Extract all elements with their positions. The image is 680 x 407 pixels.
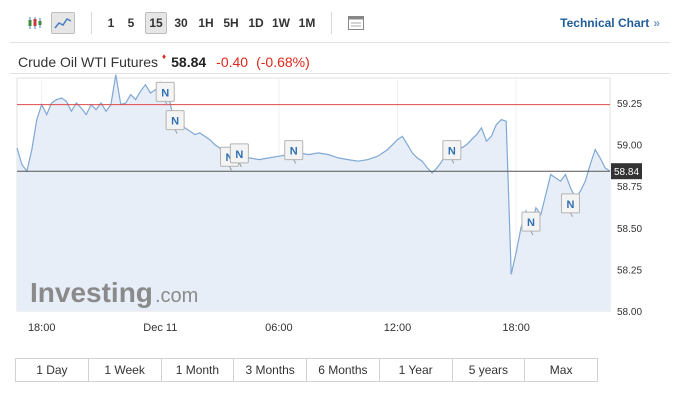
range-1-month[interactable]: 1 Month xyxy=(162,359,235,381)
toolbar-divider xyxy=(331,12,332,34)
interval-5h[interactable]: 5H xyxy=(223,16,239,30)
x-tick-label: 18:00 xyxy=(28,322,56,334)
range-1-year[interactable]: 1 Year xyxy=(380,359,453,381)
y-tick-label: 58.00 xyxy=(617,307,642,318)
y-tick-label: 59.25 xyxy=(617,99,642,110)
news-marker-label: N xyxy=(448,146,456,158)
interval-1m[interactable]: 1M xyxy=(298,16,316,30)
time-range-selector: 1 Day 1 Week 1 Month 3 Months 6 Months 1… xyxy=(15,358,598,382)
news-marker-label: N xyxy=(226,152,234,164)
technical-chart-label: Technical Chart xyxy=(560,16,650,30)
range-1-week[interactable]: 1 Week xyxy=(89,359,162,381)
candlestick-icon[interactable] xyxy=(26,12,44,34)
toolbar-divider-line xyxy=(10,42,670,43)
news-marker[interactable]: N xyxy=(229,143,249,168)
news-marker-label: N xyxy=(566,199,574,211)
x-tick-label: Dec 11 xyxy=(143,322,177,334)
price-change-percent: (-0.68%) xyxy=(256,53,310,70)
current-price-tag xyxy=(611,163,642,180)
y-tick-label: 58.75 xyxy=(617,182,642,193)
y-tick-label: 58.50 xyxy=(617,224,642,235)
y-tick-label: 59.00 xyxy=(617,141,642,152)
interval-1w[interactable]: 1W xyxy=(272,16,290,30)
instrument-name: Crude Oil WTI Futures xyxy=(18,53,159,70)
interval-30[interactable]: 30 xyxy=(174,16,188,30)
investing-logo: Investing .com xyxy=(30,277,198,308)
chevron-right-icon: » xyxy=(653,16,660,30)
news-marker[interactable]: N xyxy=(165,110,185,134)
news-marker-label: N xyxy=(171,116,179,128)
calendar-icon[interactable] xyxy=(345,12,367,34)
news-marker[interactable]: N xyxy=(442,140,462,164)
interval-15[interactable]: 15 xyxy=(145,12,167,34)
news-marker-label: N xyxy=(235,149,243,161)
range-1-day[interactable]: 1 Day xyxy=(16,359,89,381)
news-marker-label: N xyxy=(527,217,535,229)
range-5-years[interactable]: 5 years xyxy=(453,359,526,381)
news-marker-label: N xyxy=(290,146,298,158)
toolbar-divider xyxy=(91,12,92,34)
news-marker[interactable]: N xyxy=(560,193,580,218)
news-marker[interactable]: N xyxy=(284,140,304,164)
range-3-months[interactable]: 3 Months xyxy=(234,359,307,381)
quote-divider-line xyxy=(10,73,670,74)
y-tick-label: 58.25 xyxy=(617,265,642,276)
down-indicator-icon: ♦ xyxy=(162,52,167,61)
interval-1[interactable]: 1 xyxy=(107,16,115,30)
x-tick-label: 18:00 xyxy=(502,322,530,334)
logo-main: Investing xyxy=(30,277,153,308)
technical-chart-link[interactable]: Technical Chart» xyxy=(560,16,660,30)
x-tick-label: 12:00 xyxy=(384,322,412,334)
price-change: -0.40 xyxy=(216,53,249,70)
line-chart-icon[interactable] xyxy=(51,12,75,34)
interval-1h[interactable]: 1H xyxy=(198,16,214,30)
x-tick-label: 06:00 xyxy=(265,322,293,334)
interval-1d[interactable]: 1D xyxy=(248,16,264,30)
chart-toolbar: 1 5 15 30 1H 5H 1D 1W 1M Technical Chart… xyxy=(0,0,680,46)
news-marker-label: N xyxy=(161,87,169,99)
range-6-months[interactable]: 6 Months xyxy=(307,359,380,381)
quote-header: Crude Oil WTI Futures ♦ 58.84 -0.40 (-0.… xyxy=(18,52,310,71)
interval-5[interactable]: 5 xyxy=(127,16,135,30)
range-max[interactable]: Max xyxy=(549,363,573,377)
news-marker[interactable]: N xyxy=(155,81,175,106)
news-marker[interactable]: N xyxy=(521,211,541,236)
logo-suffix: .com xyxy=(155,285,198,307)
price-area xyxy=(17,74,610,311)
current-price-label: 58.84 xyxy=(614,167,639,178)
last-price: 58.84 xyxy=(171,53,207,70)
